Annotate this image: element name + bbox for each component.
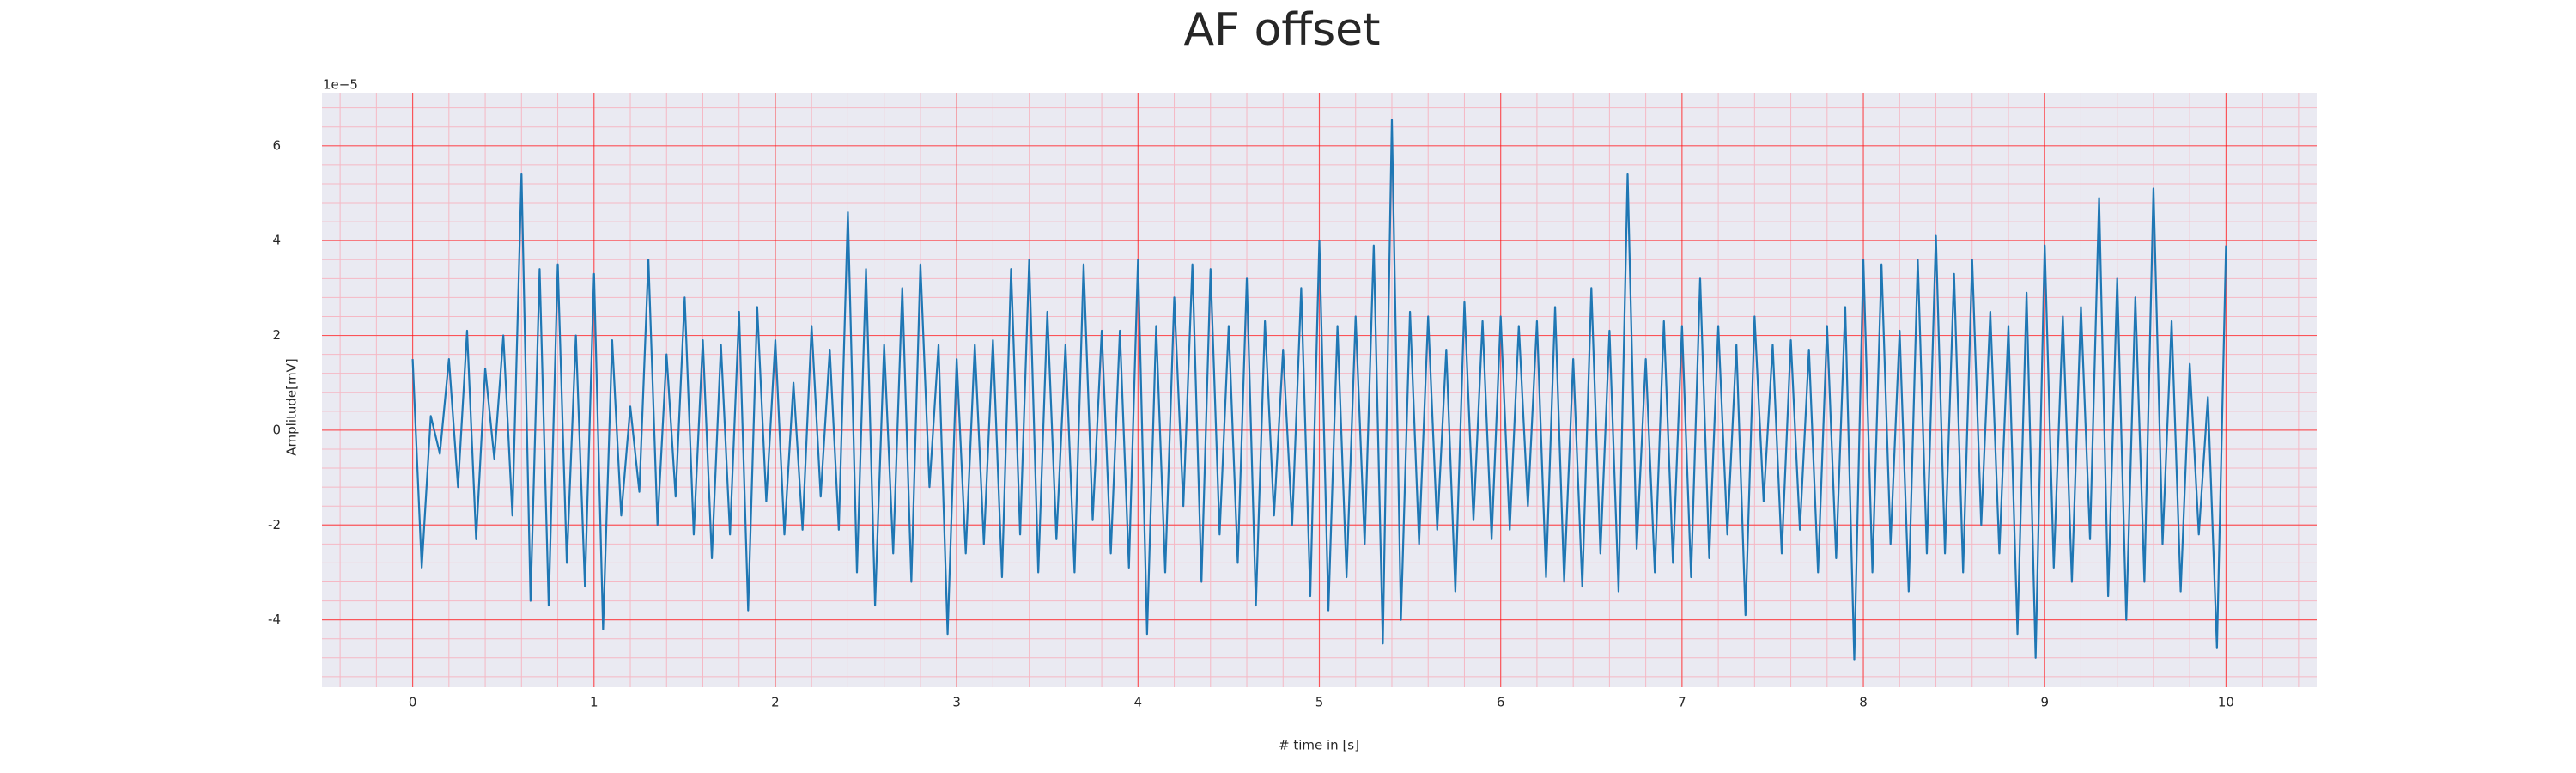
x-axis-label: # time in [s] — [1279, 738, 1359, 753]
x-tick-label: 4 — [1134, 695, 1143, 710]
chart-title: AF offset — [1183, 4, 1380, 56]
x-tick-label: 10 — [2218, 695, 2234, 710]
y-tick-label: 2 — [272, 327, 281, 343]
x-tick-label: 8 — [1859, 695, 1868, 710]
data-line — [411, 119, 2227, 661]
x-tick-label: 9 — [2040, 695, 2049, 710]
y-tick-label: -2 — [268, 517, 281, 533]
y-offset-label: 1e−5 — [323, 77, 358, 93]
x-tick-label: 6 — [1497, 695, 1505, 710]
y-axis-label: Amplitude[mV] — [284, 358, 300, 455]
y-tick-label: -4 — [268, 612, 281, 627]
x-tick-label: 5 — [1315, 695, 1324, 710]
x-tick-label: 1 — [590, 695, 598, 710]
x-tick-label: 7 — [1678, 695, 1686, 710]
x-tick-label: 3 — [952, 695, 961, 710]
x-tick-label: 2 — [771, 695, 780, 710]
x-tick-label: 0 — [409, 695, 417, 710]
y-tick-label: 6 — [272, 137, 281, 153]
y-tick-label: 0 — [272, 422, 281, 437]
y-tick-label: 4 — [272, 233, 281, 248]
